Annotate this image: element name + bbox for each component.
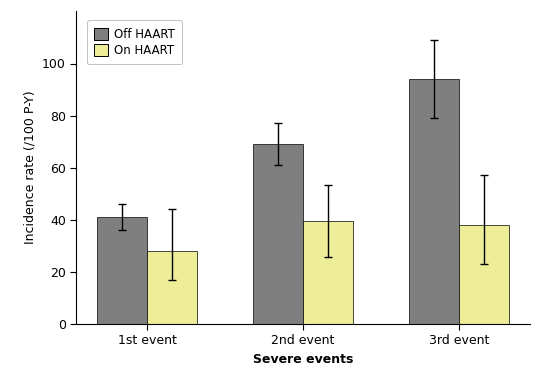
Bar: [147, 251, 197, 324]
Bar: [459, 225, 509, 324]
Bar: [409, 79, 459, 324]
Legend: Off HAART, On HAART: Off HAART, On HAART: [87, 21, 182, 64]
X-axis label: Severe events: Severe events: [253, 353, 353, 366]
Bar: [253, 144, 303, 324]
Bar: [303, 221, 353, 324]
Bar: [97, 217, 147, 324]
Y-axis label: Incidence rate (/100 P-Y): Incidence rate (/100 P-Y): [23, 91, 37, 245]
